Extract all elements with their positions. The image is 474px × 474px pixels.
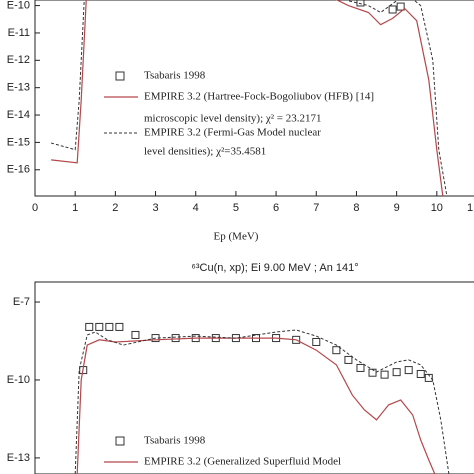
data-marker <box>392 368 401 377</box>
data-marker <box>356 363 365 372</box>
legend-label: Tsabaris 1998 <box>144 70 206 82</box>
x-tick-label: 1 <box>467 202 473 214</box>
x-axis-label: Ep (MeV) <box>214 231 259 243</box>
y-tick-label: E-7 <box>13 296 30 308</box>
chart-title: ⁶³Cu(n, xp); Ei 9.00 MeV ; An 141° <box>191 262 358 274</box>
data-line <box>51 0 444 196</box>
x-tick-label: 8 <box>353 202 359 214</box>
legend-label: microscopic level density); χ² = 23.2171 <box>144 113 322 125</box>
legend-label: level densities); χ²=35.4581 <box>144 146 266 158</box>
y-tick-label: E-10 <box>7 374 30 386</box>
data-marker <box>416 369 425 378</box>
y-tick-label: E-15 <box>7 136 30 148</box>
data-marker <box>95 322 104 331</box>
data-marker <box>105 322 114 331</box>
legend-marker <box>115 71 125 81</box>
y-tick-label: E-10 <box>7 0 30 11</box>
data-line <box>76 337 436 474</box>
x-tick-label: 2 <box>112 202 118 214</box>
y-tick-label: E-14 <box>7 109 30 121</box>
data-marker <box>356 0 365 7</box>
x-tick-label: 0 <box>32 202 38 214</box>
x-tick-label: 1 <box>72 202 78 214</box>
axis-frame <box>34 281 474 474</box>
y-tick-label: E-13 <box>7 452 30 464</box>
data-marker <box>171 334 180 343</box>
data-marker <box>332 346 341 355</box>
data-marker <box>388 5 397 14</box>
x-tick-label: 4 <box>193 202 199 214</box>
legend-marker <box>115 436 125 446</box>
y-tick-label: E-12 <box>7 54 30 66</box>
x-tick-label: 7 <box>313 202 319 214</box>
data-marker <box>85 322 94 331</box>
data-marker <box>404 366 413 375</box>
plot-area <box>74 322 450 474</box>
data-line <box>50 0 448 196</box>
x-tick-label: 6 <box>273 202 279 214</box>
data-marker <box>368 368 377 377</box>
data-line <box>74 329 450 474</box>
y-tick-label: E-16 <box>7 164 30 176</box>
data-marker <box>131 330 140 339</box>
data-marker <box>396 2 405 11</box>
x-tick-label: 5 <box>233 202 239 214</box>
data-marker <box>380 370 389 379</box>
data-marker <box>115 322 124 331</box>
legend-label: EMPIRE 3.2 (Fermi-Gas Model nuclear <box>144 127 321 139</box>
data-marker <box>344 355 353 364</box>
y-tick-label: E-13 <box>7 82 30 94</box>
x-tick-label: 10 <box>431 202 443 214</box>
legend-label: EMPIRE 3.2 (Generalized Superfluid Model <box>144 456 341 468</box>
data-marker <box>312 337 321 346</box>
legend-label: EMPIRE 3.2 (Hartree-Fock-Bogoliubov (HFB… <box>144 91 374 103</box>
y-tick-label: E-11 <box>8 27 30 39</box>
legend-label: Tsabaris 1998 <box>144 435 206 447</box>
x-tick-label: 3 <box>152 202 158 214</box>
plot-area <box>50 0 448 196</box>
axis-frame <box>34 0 474 197</box>
x-tick-label: 9 <box>394 202 400 214</box>
